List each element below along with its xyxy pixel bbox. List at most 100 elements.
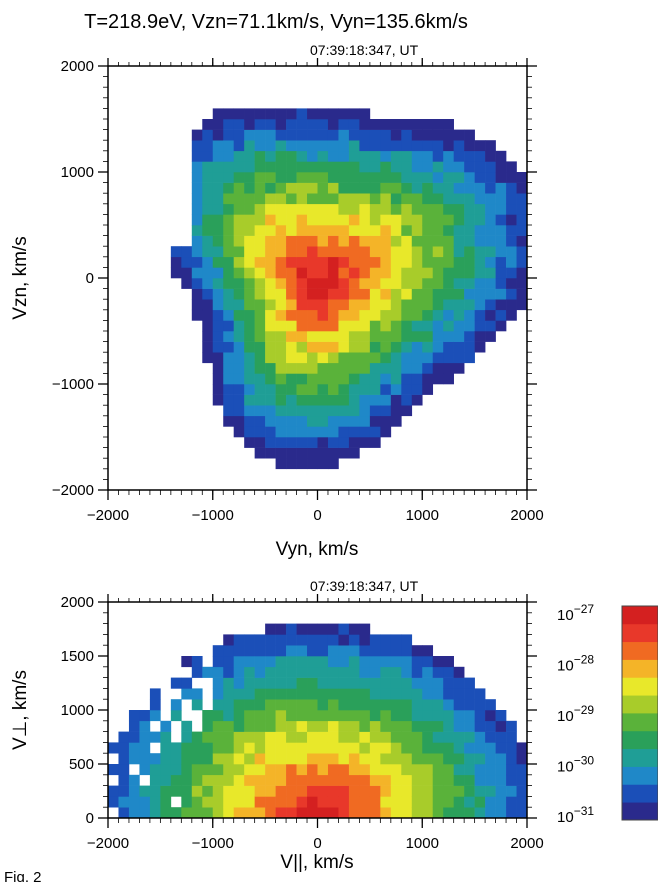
heatmap-cell: [464, 710, 475, 722]
heatmap-cell: [181, 688, 193, 700]
heatmap-cell: [244, 278, 255, 289]
heatmap-cell: [338, 267, 350, 279]
heatmap-cell: [453, 699, 465, 711]
heatmap-cell: [202, 807, 214, 819]
heatmap-cell: [348, 785, 360, 797]
heatmap-cell: [170, 807, 182, 819]
heatmap-cell: [348, 796, 360, 808]
heatmap-cell: [443, 182, 454, 194]
heatmap-cell: [223, 666, 235, 678]
heatmap-cell: [464, 742, 475, 754]
heatmap-cell: [191, 785, 203, 797]
heatmap-cell: [317, 720, 329, 732]
heatmap-cell: [327, 182, 339, 194]
heatmap-cell: [422, 807, 434, 819]
heatmap-cell: [233, 764, 245, 776]
heatmap-cell: [359, 437, 371, 448]
heatmap-cell: [359, 384, 371, 395]
heatmap-cell: [348, 426, 360, 438]
heatmap-cell: [296, 458, 308, 470]
heatmap-cell: [369, 129, 381, 141]
heatmap-cell: [422, 699, 434, 711]
heatmap-cell: [506, 309, 517, 321]
heatmap-cell: [296, 645, 308, 657]
heatmap-cell: [401, 699, 413, 711]
heatmap-cell: [244, 267, 255, 279]
heatmap-cell: [369, 394, 381, 406]
heatmap-cell: [359, 267, 371, 279]
heatmap-cell: [223, 214, 235, 226]
heatmap-cell: [348, 742, 360, 754]
heatmap-cell: [275, 688, 287, 700]
heatmap-cell: [495, 150, 507, 162]
heatmap-cell: [275, 447, 287, 459]
heatmap-cell: [327, 645, 339, 657]
heatmap-cell: [244, 796, 255, 808]
heatmap-cell: [359, 256, 371, 268]
heatmap-cell: [348, 710, 360, 722]
heatmap-cell: [443, 256, 454, 268]
heatmap-cell: [275, 140, 287, 152]
heatmap-cell: [317, 666, 329, 678]
heatmap-cell: [485, 742, 496, 754]
heatmap-cell: [244, 666, 255, 678]
heatmap-cell: [464, 731, 475, 743]
heatmap-cell: [348, 150, 360, 162]
heatmap-cell: [359, 731, 371, 743]
heatmap-cell: [223, 384, 235, 395]
heatmap-cell: [139, 720, 151, 732]
heatmap-cell: [411, 742, 423, 754]
heatmap-cell: [181, 267, 193, 279]
heatmap-cell: [254, 352, 266, 364]
heatmap-cell: [369, 150, 381, 162]
heatmap-cell: [307, 688, 318, 700]
heatmap-cell: [464, 235, 475, 247]
heatmap-cell: [401, 161, 413, 173]
heatmap-cell: [307, 299, 318, 311]
heatmap-cell: [233, 108, 245, 120]
heatmap-cell: [495, 193, 507, 205]
colorbar-segment: [622, 641, 658, 660]
heatmap-cell: [286, 246, 297, 258]
heatmap-cell: [118, 753, 130, 765]
heatmap-cell: [202, 309, 214, 321]
heatmap-cell: [390, 645, 402, 657]
heatmap-cell: [401, 785, 413, 797]
heatmap-cell: [422, 256, 434, 268]
colorbar-segment: [622, 695, 658, 714]
heatmap-cell: [275, 246, 287, 258]
heatmap-cell: [254, 225, 266, 236]
heatmap-cell: [223, 108, 235, 120]
heatmap-cell: [307, 447, 318, 459]
heatmap-cell: [233, 150, 245, 162]
colorbar-label: 10−29: [557, 703, 594, 725]
heatmap-cell: [212, 246, 224, 258]
heatmap-cell: [223, 352, 235, 364]
heatmap-cell: [453, 193, 465, 205]
heatmap-cell: [223, 235, 235, 247]
heatmap-cell: [369, 309, 381, 321]
heatmap-cell: [380, 320, 392, 332]
heatmap-cell: [149, 688, 161, 700]
heatmap-cell: [443, 267, 454, 279]
heatmap-cell: [149, 764, 161, 776]
heatmap-cell: [422, 666, 434, 678]
heatmap-cell: [286, 437, 297, 448]
heatmap-cell: [359, 172, 371, 183]
heatmap-cell: [160, 731, 172, 743]
heatmap-cell: [254, 256, 266, 268]
heatmap-cell: [307, 362, 318, 374]
heatmap-cell: [359, 405, 371, 417]
heatmap-cell: [265, 352, 276, 364]
heatmap-cell: [317, 796, 329, 808]
heatmap-cell: [369, 362, 381, 374]
heatmap-cell: [359, 796, 371, 808]
heatmap-cell: [286, 278, 297, 289]
heatmap-cell: [212, 352, 224, 364]
heatmap-cell: [348, 764, 360, 776]
y-tick-label: 1000: [61, 702, 94, 719]
heatmap-cell: [296, 108, 308, 120]
heatmap-cell: [338, 785, 350, 797]
heatmap-cell: [244, 320, 255, 332]
heatmap-cell: [202, 214, 214, 226]
